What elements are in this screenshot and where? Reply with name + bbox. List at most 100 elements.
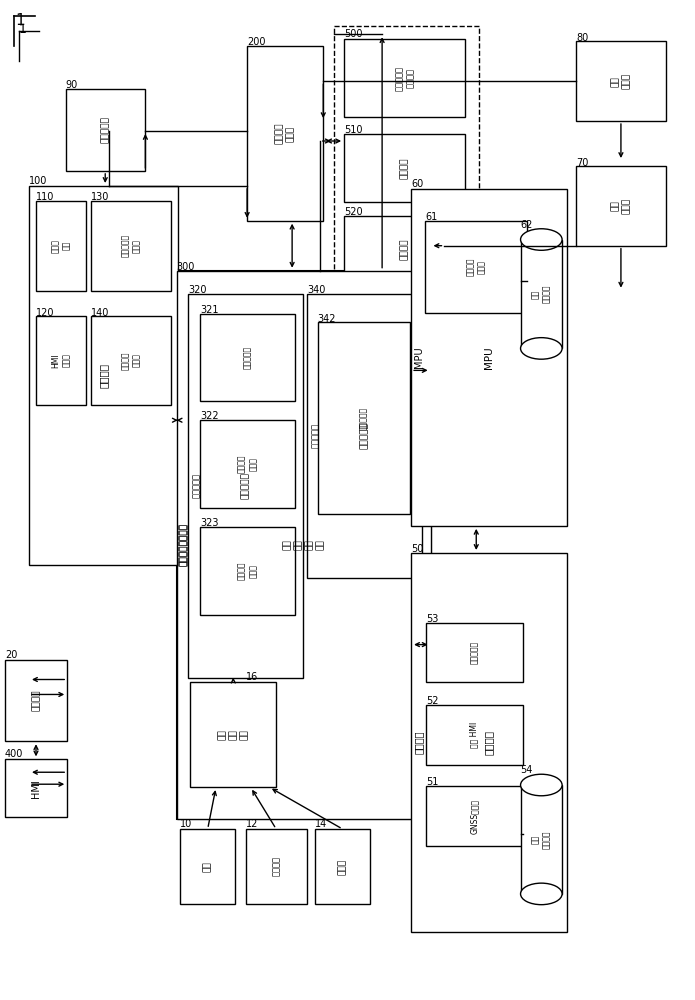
Text: 51: 51 — [426, 777, 438, 787]
FancyBboxPatch shape — [177, 271, 431, 819]
Text: 自動
驾驶
控制
单元: 自動 驾驶 控制 单元 — [282, 540, 325, 550]
Text: 60: 60 — [411, 179, 423, 189]
FancyBboxPatch shape — [426, 786, 523, 846]
FancyBboxPatch shape — [247, 46, 323, 221]
FancyBboxPatch shape — [180, 829, 236, 904]
FancyBboxPatch shape — [576, 41, 666, 121]
Text: 200: 200 — [247, 37, 265, 47]
Text: 驾驶
操作件: 驾驶 操作件 — [611, 73, 631, 89]
Text: 第一控制部: 第一控制部 — [241, 472, 250, 499]
Text: 50: 50 — [411, 544, 423, 554]
Text: 驾驶支援
控制部: 驾驶支援 控制部 — [275, 123, 295, 144]
FancyBboxPatch shape — [307, 294, 422, 578]
Text: 340: 340 — [307, 285, 326, 295]
FancyBboxPatch shape — [521, 785, 562, 894]
Text: 外界识别部: 外界识别部 — [243, 346, 252, 369]
Text: 切换控
制部: 切换控 制部 — [51, 239, 71, 253]
FancyBboxPatch shape — [177, 271, 431, 819]
Text: 120: 120 — [36, 308, 54, 318]
FancyBboxPatch shape — [91, 201, 171, 291]
Text: 导航 HMI: 导航 HMI — [470, 722, 479, 748]
Text: 自动驾驶控制单元: 自动驾驶控制单元 — [179, 523, 188, 566]
FancyBboxPatch shape — [5, 759, 67, 817]
Text: 10: 10 — [180, 819, 193, 829]
FancyBboxPatch shape — [521, 240, 562, 348]
Text: 转向装置: 转向装置 — [400, 239, 409, 260]
Text: 1: 1 — [19, 23, 26, 36]
FancyBboxPatch shape — [344, 39, 465, 117]
Text: 制动装置: 制动装置 — [400, 157, 409, 179]
Text: 54: 54 — [521, 765, 533, 775]
FancyBboxPatch shape — [200, 527, 295, 615]
Text: 1: 1 — [15, 13, 25, 28]
Text: 520: 520 — [344, 207, 363, 217]
FancyBboxPatch shape — [344, 216, 465, 284]
Text: 车辆
传感器: 车辆 传感器 — [611, 198, 631, 214]
Text: 主控制部: 主控制部 — [99, 363, 108, 388]
Text: 第一
地图信息: 第一 地图信息 — [531, 830, 551, 849]
FancyBboxPatch shape — [91, 316, 171, 405]
Text: 通信装置: 通信装置 — [31, 690, 40, 711]
FancyBboxPatch shape — [411, 189, 567, 526]
FancyBboxPatch shape — [36, 201, 86, 291]
Text: 342: 342 — [318, 314, 336, 324]
Text: 14: 14 — [315, 819, 327, 829]
Text: 300: 300 — [177, 262, 195, 272]
FancyBboxPatch shape — [411, 553, 567, 932]
FancyBboxPatch shape — [29, 186, 178, 565]
Text: 推荐车道
决定部: 推荐车道 决定部 — [466, 257, 486, 276]
Text: 第一控制部: 第一控制部 — [192, 473, 201, 498]
Text: 90: 90 — [66, 80, 78, 90]
Ellipse shape — [521, 229, 562, 250]
Text: 行驶控制部: 行驶控制部 — [359, 407, 368, 430]
Text: 70: 70 — [576, 158, 588, 168]
FancyBboxPatch shape — [200, 420, 295, 508]
FancyBboxPatch shape — [246, 829, 306, 904]
Text: 车室内相机: 车室内相机 — [101, 117, 110, 143]
Text: 400: 400 — [5, 749, 23, 759]
FancyBboxPatch shape — [190, 682, 276, 787]
Text: 乘客状态
监视部: 乘客状态 监视部 — [121, 351, 141, 370]
Text: 140: 140 — [91, 308, 110, 318]
Text: 第二
地图信息: 第二 地图信息 — [531, 285, 551, 303]
Text: 320: 320 — [188, 285, 207, 295]
Text: 20: 20 — [5, 650, 17, 660]
FancyBboxPatch shape — [36, 316, 86, 405]
Text: 16: 16 — [246, 672, 258, 682]
Text: 相机: 相机 — [203, 861, 212, 872]
Text: 雷达装置: 雷达装置 — [272, 856, 281, 876]
Ellipse shape — [521, 883, 562, 905]
Text: 第二控制部: 第二控制部 — [311, 423, 320, 448]
FancyBboxPatch shape — [576, 166, 666, 246]
Text: MPU: MPU — [484, 346, 494, 369]
Text: 130: 130 — [91, 192, 110, 202]
Text: 行驶驱动力
输出装置: 行驶驱动力 输出装置 — [395, 66, 415, 91]
Text: 行动计划
生成部: 行动计划 生成部 — [238, 562, 258, 580]
Text: 52: 52 — [426, 696, 439, 706]
Text: 53: 53 — [426, 614, 438, 624]
Text: 路径决定部: 路径决定部 — [470, 641, 479, 664]
FancyBboxPatch shape — [318, 322, 410, 514]
Text: 第二控制部: 第二控制部 — [360, 422, 369, 449]
FancyBboxPatch shape — [425, 221, 528, 313]
Text: 80: 80 — [576, 33, 588, 43]
Text: 500: 500 — [344, 29, 363, 39]
FancyBboxPatch shape — [344, 134, 465, 202]
Text: 61: 61 — [425, 212, 437, 222]
Text: 110: 110 — [36, 192, 54, 202]
Text: 自动驾驶控制单元: 自动驾驶控制单元 — [180, 523, 189, 566]
FancyBboxPatch shape — [426, 705, 523, 765]
FancyBboxPatch shape — [5, 660, 67, 741]
Text: 探测器: 探测器 — [338, 858, 348, 875]
FancyBboxPatch shape — [315, 829, 370, 904]
Text: 322: 322 — [200, 411, 219, 421]
Text: MPU: MPU — [414, 347, 424, 368]
Text: 100: 100 — [29, 176, 47, 186]
Text: 导航装置: 导航装置 — [484, 730, 494, 755]
Text: 62: 62 — [521, 220, 533, 230]
Ellipse shape — [521, 774, 562, 796]
Text: HMI: HMI — [31, 779, 41, 798]
Text: 510: 510 — [344, 125, 363, 135]
Text: 导航装置: 导航装置 — [414, 731, 424, 754]
Text: 12: 12 — [246, 819, 258, 829]
